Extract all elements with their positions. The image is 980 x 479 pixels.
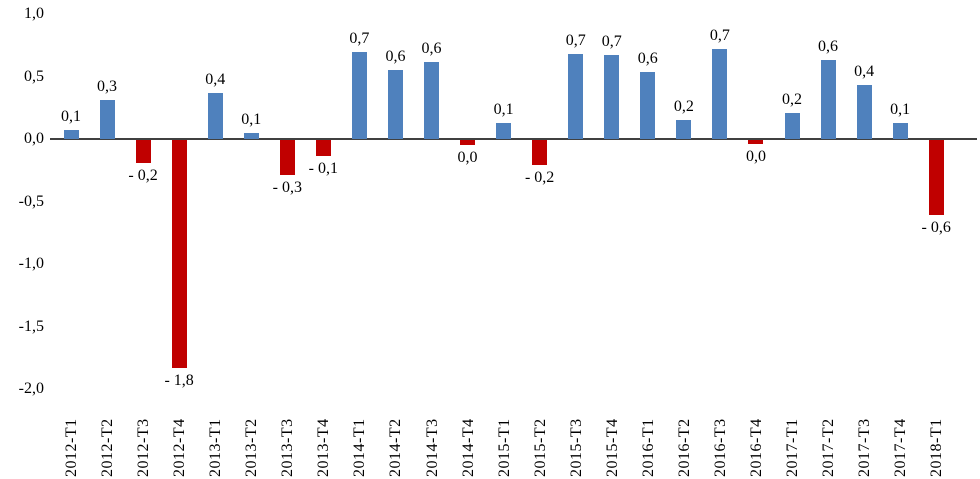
bar-value-label: 0,3 xyxy=(97,78,118,96)
bar xyxy=(99,100,115,139)
bar xyxy=(63,130,79,139)
x-tick-label: 2015-T3 xyxy=(567,418,585,477)
bar xyxy=(856,85,872,139)
bar xyxy=(568,54,584,139)
bar xyxy=(460,140,476,145)
bar-value-label: 0,1 xyxy=(61,108,81,126)
bar xyxy=(496,122,512,139)
bar xyxy=(279,140,295,175)
bar-value-label: 0,2 xyxy=(673,98,694,116)
x-tick-label: 2016-T4 xyxy=(747,418,765,477)
y-tick-label: -2,0 xyxy=(18,380,44,397)
bar xyxy=(207,92,223,139)
bar-value-label: 0,7 xyxy=(601,33,622,51)
bar xyxy=(640,71,656,139)
bar-value-label: - 1,8 xyxy=(164,371,194,389)
x-tick-label: 2013-T2 xyxy=(243,418,261,477)
bar xyxy=(424,61,439,139)
bar xyxy=(928,140,944,215)
y-tick-label: -1,5 xyxy=(18,317,44,335)
bar xyxy=(748,140,764,144)
bar xyxy=(712,49,728,139)
x-tick-label: 2017-T3 xyxy=(856,418,874,477)
bar-value-label: 0,7 xyxy=(565,32,586,49)
y-tick-label: -1,0 xyxy=(18,255,44,272)
x-tick-label: 2016-T2 xyxy=(675,418,693,477)
x-tick-label: 2017-T4 xyxy=(892,418,910,477)
bar-value-label: - 0,1 xyxy=(308,160,338,178)
x-tick-label: 2016-T1 xyxy=(639,418,657,477)
bar-value-label: 0,2 xyxy=(782,90,802,108)
bar xyxy=(892,122,908,139)
bar-value-label: - 0,2 xyxy=(128,166,158,184)
bar xyxy=(387,70,403,139)
bar-value-label: 0,1 xyxy=(493,100,514,118)
bar-value-label: 0,1 xyxy=(241,110,262,128)
x-tick-label: 2012-T1 xyxy=(63,418,80,477)
bar-value-label: 0,4 xyxy=(854,63,875,81)
bar-value-label: 0,6 xyxy=(637,49,658,67)
bar-value-label: - 0,3 xyxy=(272,179,302,196)
x-tick-label: 2016-T3 xyxy=(711,418,729,477)
bar-value-label: 0,0 xyxy=(457,149,478,166)
x-tick-label: 2014-T4 xyxy=(459,418,477,477)
x-tick-label: 2017-T1 xyxy=(784,418,801,477)
x-tick-label: 2014-T1 xyxy=(351,418,369,477)
bar-value-label: 0,7 xyxy=(709,27,730,44)
x-axis-line xyxy=(50,138,977,140)
y-tick-label: -0,5 xyxy=(18,192,44,210)
x-tick-label: 2018-T1 xyxy=(928,418,946,477)
x-tick-label: 2013-T3 xyxy=(279,418,297,477)
y-tick-label: 1,0 xyxy=(24,5,44,22)
y-tick-label: 0,5 xyxy=(24,67,44,85)
bar xyxy=(135,140,151,163)
bar xyxy=(171,140,187,368)
x-tick-label: 2013-T1 xyxy=(207,418,225,477)
bar-value-label: 0,4 xyxy=(205,70,226,88)
x-tick-label: 2014-T3 xyxy=(423,418,441,477)
bar xyxy=(604,55,620,139)
x-tick-label: 2014-T2 xyxy=(387,418,405,477)
bar-value-label: - 0,6 xyxy=(921,219,951,236)
bar xyxy=(351,51,367,139)
x-tick-label: 2017-T2 xyxy=(820,418,838,477)
x-tick-label: 2015-T2 xyxy=(531,418,549,477)
bar-value-label: 0,6 xyxy=(385,48,406,66)
y-tick-label: 0,0 xyxy=(24,130,44,147)
bar xyxy=(532,140,548,165)
x-tick-label: 2013-T4 xyxy=(315,418,333,477)
bar-value-label: 0,1 xyxy=(890,100,911,118)
bar xyxy=(315,140,331,157)
bar-value-label: 0,7 xyxy=(349,29,370,47)
x-tick-label: 2015-T4 xyxy=(603,418,621,477)
x-tick-label: 2012-T4 xyxy=(171,418,189,477)
bar-value-label: - 0,2 xyxy=(524,169,555,186)
bar xyxy=(243,132,259,139)
bar xyxy=(676,120,692,139)
bar xyxy=(784,112,800,139)
bar-value-label: 0,0 xyxy=(745,147,766,165)
x-tick-label: 2012-T3 xyxy=(135,418,153,477)
bar-value-label: 0,6 xyxy=(421,39,442,57)
bar xyxy=(820,60,836,139)
x-tick-label: 2012-T2 xyxy=(99,418,117,477)
x-tick-label: 2015-T1 xyxy=(495,418,513,477)
bar-value-label: 0,6 xyxy=(818,38,839,56)
